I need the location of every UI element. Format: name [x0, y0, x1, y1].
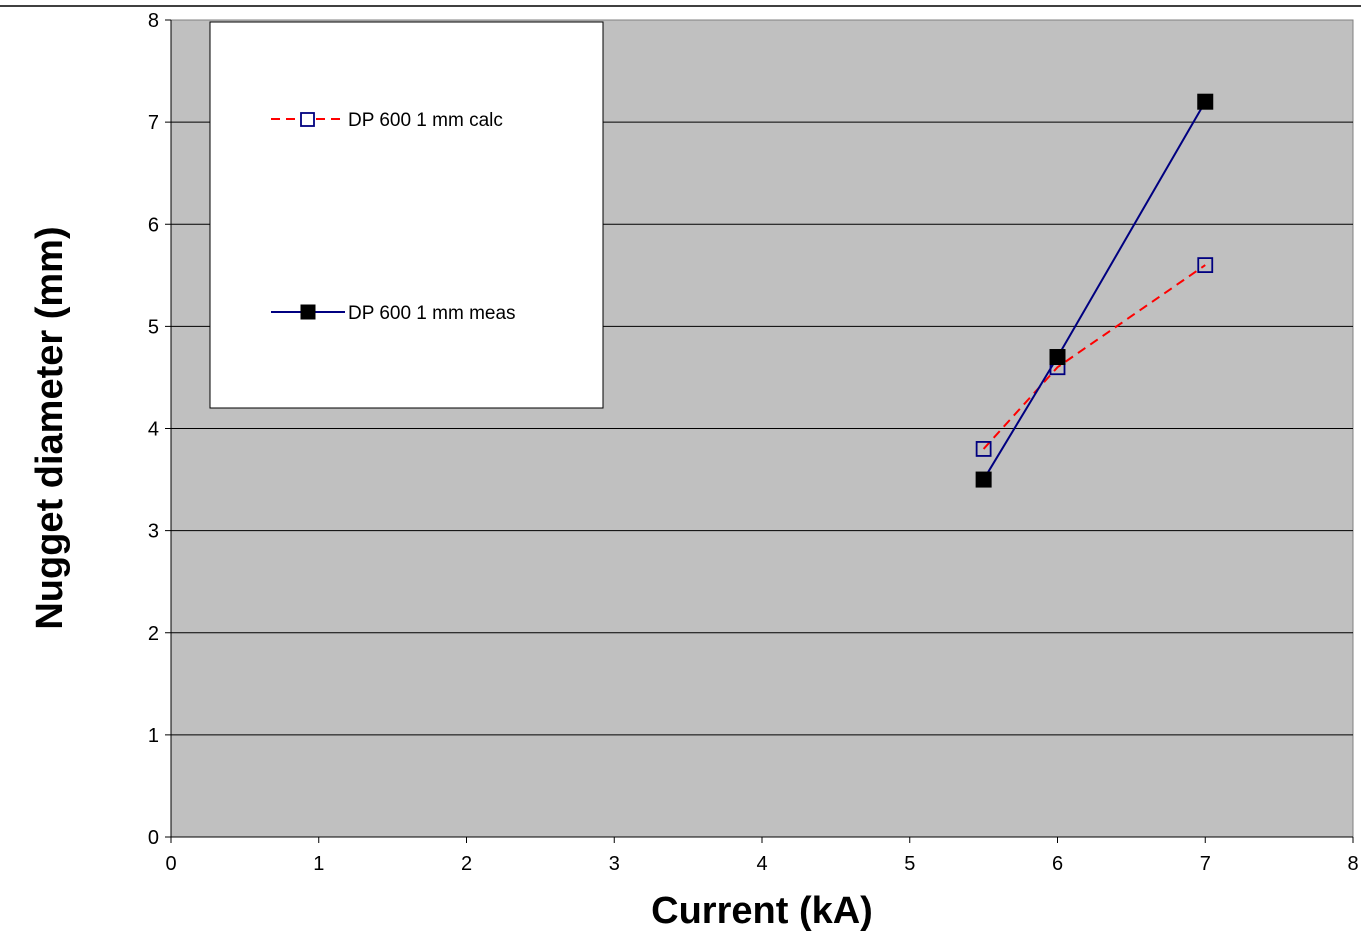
series-0-line [982, 264, 1206, 450]
y-axis-title: Nugget diameter (mm) [29, 226, 71, 629]
legend-meas-label: DP 600 1 mm meas [348, 303, 516, 324]
y-tick-label-7: 7 [148, 112, 159, 134]
series-1-point-0 [975, 471, 992, 488]
series-0-point-2 [1197, 257, 1214, 274]
series-layer [975, 93, 1214, 488]
x-tick-label-4: 4 [756, 853, 767, 875]
legend: DP 600 1 mm calc DP 600 1 mm meas [209, 21, 604, 409]
legend-box [209, 21, 604, 409]
x-tick-label-2: 2 [461, 853, 472, 875]
y-tick-label-8: 8 [148, 10, 159, 32]
y-tick-label-3: 3 [148, 521, 159, 543]
y-tick-label-6: 6 [148, 214, 159, 236]
x-tick-label-7: 7 [1200, 853, 1211, 875]
y-tick-label-4: 4 [148, 419, 159, 441]
y-tick-labels: 0 1 2 3 4 5 6 7 8 [148, 10, 159, 849]
y-tick-label-0: 0 [148, 827, 159, 849]
x-tick-label-1: 1 [313, 853, 324, 875]
legend-calc-label: DP 600 1 mm calc [348, 110, 503, 131]
series-1-point-2 [1197, 93, 1214, 110]
x-tick-label-3: 3 [609, 853, 620, 875]
legend-meas-marker [300, 304, 316, 320]
x-axis-title: Current (kA) [651, 890, 873, 932]
x-tick-label-8: 8 [1347, 853, 1358, 875]
legend-calc-marker [300, 112, 315, 127]
y-tick-label-1: 1 [148, 725, 159, 747]
x-tick-label-0: 0 [165, 853, 176, 875]
x-tick-labels: 0 1 2 3 4 5 6 7 8 [165, 853, 1358, 875]
axes [165, 19, 1354, 843]
y-tick-label-2: 2 [148, 623, 159, 645]
y-tick-label-5: 5 [148, 316, 159, 338]
series-1-point-1 [1049, 349, 1066, 366]
series-0-point-0 [975, 441, 992, 457]
x-tick-label-6: 6 [1052, 853, 1063, 875]
x-tick-label-5: 5 [904, 853, 915, 875]
gridlines [171, 121, 1353, 736]
series-1 [975, 93, 1214, 488]
